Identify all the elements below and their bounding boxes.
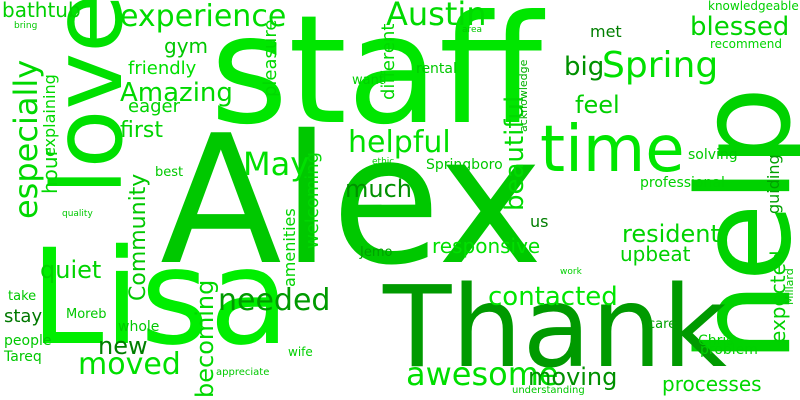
word-explaining: explaining	[40, 74, 59, 157]
word-understanding: understanding	[512, 385, 585, 396]
word-bathtub: bathtub	[2, 0, 81, 22]
word-friendly: friendly	[128, 58, 197, 79]
word-gym: gym	[164, 34, 209, 58]
word-moved: moved	[78, 347, 181, 382]
word-met: met	[590, 22, 622, 41]
word-needed: needed	[218, 283, 331, 318]
word-jemo: Jemo	[360, 245, 393, 260]
word-amenities: amenities	[280, 208, 299, 287]
word-eager: eager	[128, 96, 181, 117]
word-new: new	[98, 332, 148, 360]
word-helpful: helpful	[348, 125, 451, 160]
word-solving: solving	[688, 147, 738, 163]
word-blessed: blessed	[690, 12, 790, 42]
word-alex: Alex	[160, 97, 543, 304]
word-stay: stay	[4, 306, 43, 327]
word-upbeat: upbeat	[620, 242, 691, 266]
word-bring: bring	[14, 21, 38, 31]
word-tareq: Tareq	[4, 349, 42, 365]
word-professional: professional	[640, 175, 725, 191]
word-especially: especially	[7, 59, 45, 219]
word-quiet: quiet	[40, 256, 102, 284]
word-rental: rental	[416, 61, 457, 77]
word-welcoming: welcoming	[302, 151, 323, 249]
word-amazing: Amazing	[120, 78, 233, 108]
word-awesome: awesome	[406, 355, 559, 393]
word-care: care	[648, 317, 677, 332]
word-best: best	[155, 165, 184, 180]
word-may: May	[243, 145, 310, 183]
word-spring: Spring	[602, 45, 719, 86]
word-quality: quality	[62, 209, 93, 219]
word-knowledgeable: knowledgeable	[708, 0, 799, 13]
word-different: different	[378, 23, 399, 100]
word-processes: processes	[662, 372, 762, 396]
word-springboro: Springboro	[426, 157, 503, 173]
word-feel: feel	[575, 91, 620, 119]
word-austin: Austin	[386, 0, 487, 33]
word-want: want	[352, 73, 384, 88]
word-moving: moving	[528, 363, 618, 391]
word-ethic: ethic	[372, 157, 395, 167]
word-big: big	[564, 52, 605, 82]
word-becoming: becoming	[191, 279, 219, 398]
word-pleasure: pleasure	[260, 19, 281, 97]
word-wife: wife	[288, 345, 313, 359]
word-work: work	[560, 267, 582, 277]
word-whole: whole	[118, 319, 160, 335]
word-area: area	[462, 25, 483, 35]
word-lisa: Lisa	[30, 221, 290, 375]
word-time: time	[540, 113, 685, 187]
word-resident: resident	[622, 220, 720, 248]
word-problem: problem	[700, 342, 758, 358]
word-recommend: recommend	[710, 37, 782, 51]
word-chris: Chris	[698, 333, 734, 349]
word-experience: experience	[120, 0, 287, 34]
word-guiding: guiding	[764, 154, 783, 214]
word-us: us	[530, 212, 549, 231]
word-appreciate: appreciate	[216, 367, 270, 378]
word-contacted: contacted	[488, 282, 618, 312]
word-people: people	[4, 333, 52, 349]
word-moreb: Moreb	[66, 307, 107, 322]
word-first: first	[120, 118, 163, 143]
word-responsive: responsive	[432, 234, 541, 258]
word-thank: Thank	[383, 263, 727, 393]
word-take: take	[8, 289, 37, 304]
word-staff: staff	[210, 0, 543, 158]
word-community: Community	[126, 173, 151, 301]
word-much: much	[345, 175, 412, 203]
word-millard: Millard	[783, 268, 796, 305]
word-acknowledge: acknowledge	[517, 59, 530, 132]
